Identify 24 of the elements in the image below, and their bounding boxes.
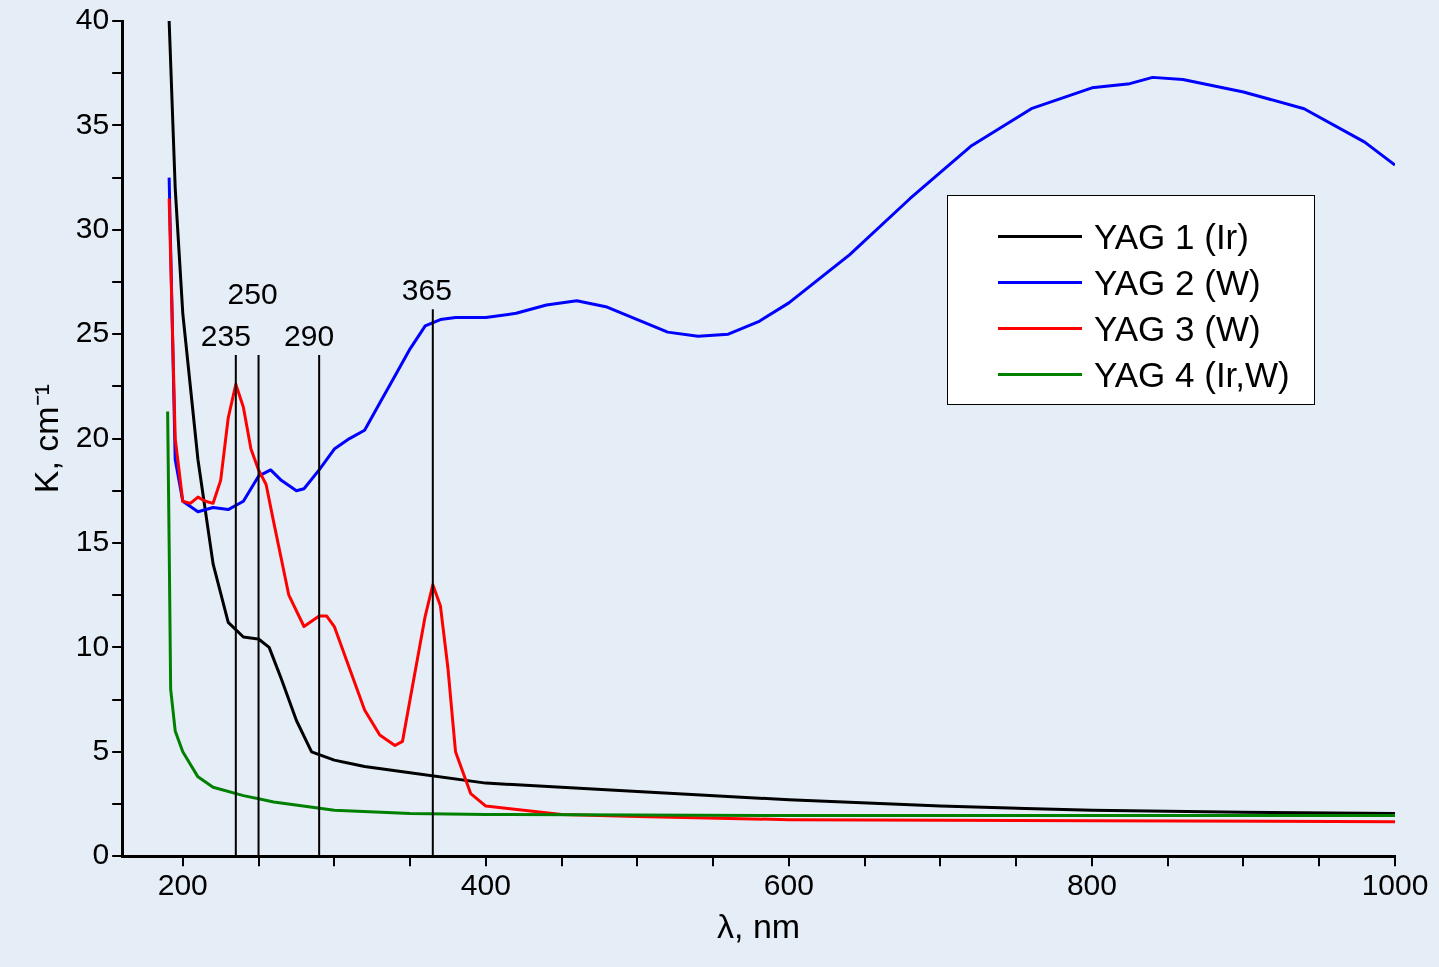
y-tick-label: 35: [75, 106, 110, 140]
y-tick-label: 5: [92, 733, 110, 767]
y-tick-label: 40: [75, 2, 110, 36]
x-tick-label: 1000: [1361, 868, 1429, 902]
x-tick-label: 400: [460, 868, 511, 902]
y-axis-title: K, cm⁻¹: [26, 383, 65, 494]
ref-line-label: 235: [200, 319, 251, 353]
x-tick-label: 600: [763, 868, 814, 902]
ref-line-label: 290: [284, 319, 335, 353]
legend-label: YAG 4 (Ir,W): [1094, 353, 1290, 396]
y-tick-label: 20: [75, 419, 110, 453]
y-tick-label: 10: [75, 628, 110, 662]
y-tick-label: 0: [92, 837, 110, 871]
ref-line-label: 365: [401, 273, 452, 307]
ref-line-label: 250: [227, 277, 278, 311]
y-tick-label: 25: [75, 315, 110, 349]
y-tick-label: 15: [75, 524, 110, 558]
legend-label: YAG 2 (W): [1094, 261, 1261, 304]
y-tick-label: 30: [75, 211, 110, 245]
x-tick-label: 800: [1066, 868, 1117, 902]
x-tick-label: 200: [157, 868, 208, 902]
legend-label: YAG 1 (Ir): [1094, 215, 1249, 258]
legend-label: YAG 3 (W): [1094, 307, 1261, 350]
x-axis-title: λ, nm: [717, 906, 801, 945]
